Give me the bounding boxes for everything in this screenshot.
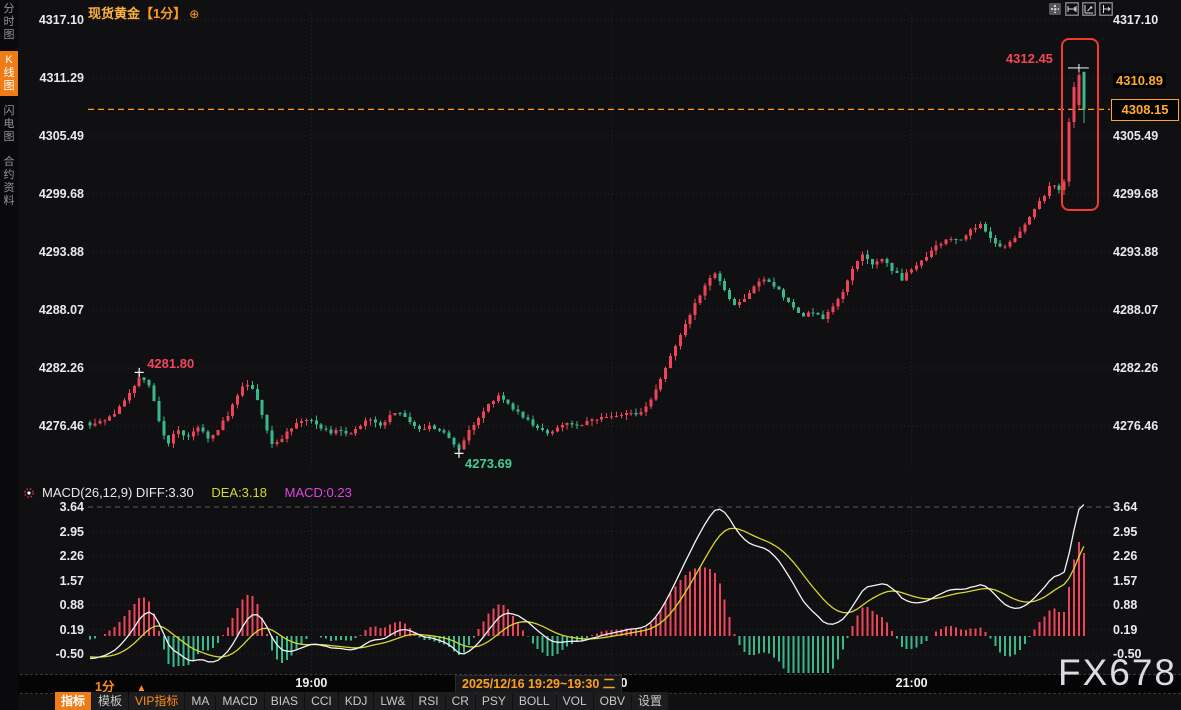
crosshair-icon[interactable]: [1048, 2, 1062, 16]
toolbar-tab-OBV[interactable]: OBV: [593, 692, 631, 710]
sidebar: 分时图 K线图闪电图合约资料: [0, 0, 18, 710]
toolbar-tab-VIP指标[interactable]: VIP指标: [129, 692, 185, 710]
chart-tool-icons: [1048, 2, 1113, 16]
interval-selector[interactable]: 1分 ▲: [95, 676, 146, 695]
interval-tag: 【1分】: [140, 6, 187, 21]
toolbar-tab-VOL[interactable]: VOL: [556, 692, 593, 710]
toolbar-tab-MA[interactable]: MA: [185, 692, 216, 710]
interval-label: 1分: [95, 680, 115, 694]
toolbar-tab-MACD[interactable]: MACD: [216, 692, 264, 710]
circle-plus-icon[interactable]: ⊕: [189, 7, 200, 21]
current-price-label: 4308.15: [1111, 98, 1179, 121]
indicator-alert-icon[interactable]: [22, 486, 36, 500]
toolbar-tab-LW&[interactable]: LW&: [374, 692, 412, 710]
time-axis-label: 21:00: [895, 676, 928, 690]
sidebar-item-合约资料[interactable]: 合约资料: [3, 156, 15, 207]
macd-hist-value: MACD:0.23: [284, 485, 352, 500]
time-axis-label: 19:00: [295, 676, 328, 690]
fit-x-axis-icon[interactable]: [1065, 2, 1079, 16]
macd-formula-diff: MACD(26,12,9) DIFF:3.30: [42, 485, 194, 500]
price-marker-label: 4310.89: [1113, 72, 1166, 88]
macd-header: MACD(26,12,9) DIFF:3.30 DEA:3.18 MACD:0.…: [42, 485, 352, 500]
sidebar-item-K线图[interactable]: K线图: [0, 51, 18, 96]
title-bar: 现货黄金【1分】 ⊕: [88, 3, 199, 22]
sidebar-item-分时图[interactable]: 分时图: [3, 3, 15, 41]
toolbar-tab-PSY[interactable]: PSY: [475, 692, 512, 710]
fit-y-axis-icon[interactable]: [1082, 2, 1096, 16]
toolbar-tab-KDJ[interactable]: KDJ: [338, 692, 374, 710]
toolbar-tab-BIAS[interactable]: BIAS: [264, 692, 305, 710]
sidebar-item-闪电图[interactable]: 闪电图: [3, 105, 15, 143]
toolbar-tab-模板[interactable]: 模板: [92, 692, 129, 710]
macd-dea-value: DEA:3.18: [211, 485, 267, 500]
symbol-title: 现货黄金: [88, 6, 141, 21]
toolbar-tab-指标[interactable]: 指标: [55, 692, 92, 710]
toolbar-tab-设置[interactable]: 设置: [631, 692, 668, 710]
hovered-candle-time: 2025/12/16 19:29~19:30 二: [455, 675, 623, 693]
toolbar-tab-BOLL[interactable]: BOLL: [512, 692, 556, 710]
pan-right-icon[interactable]: [1099, 2, 1113, 16]
highlight-box: [1061, 37, 1099, 211]
toolbar-tab-CCI[interactable]: CCI: [305, 692, 338, 710]
triangle-up-icon: ▲: [136, 683, 147, 694]
toolbar-tab-CR[interactable]: CR: [445, 692, 475, 710]
toolbar-tab-RSI[interactable]: RSI: [412, 692, 445, 710]
indicator-toolbar: 指标 模板 VIP指标 MA MACD BIAS CCI KDJ LW& RSI CR PSY BOLL…: [55, 692, 669, 710]
